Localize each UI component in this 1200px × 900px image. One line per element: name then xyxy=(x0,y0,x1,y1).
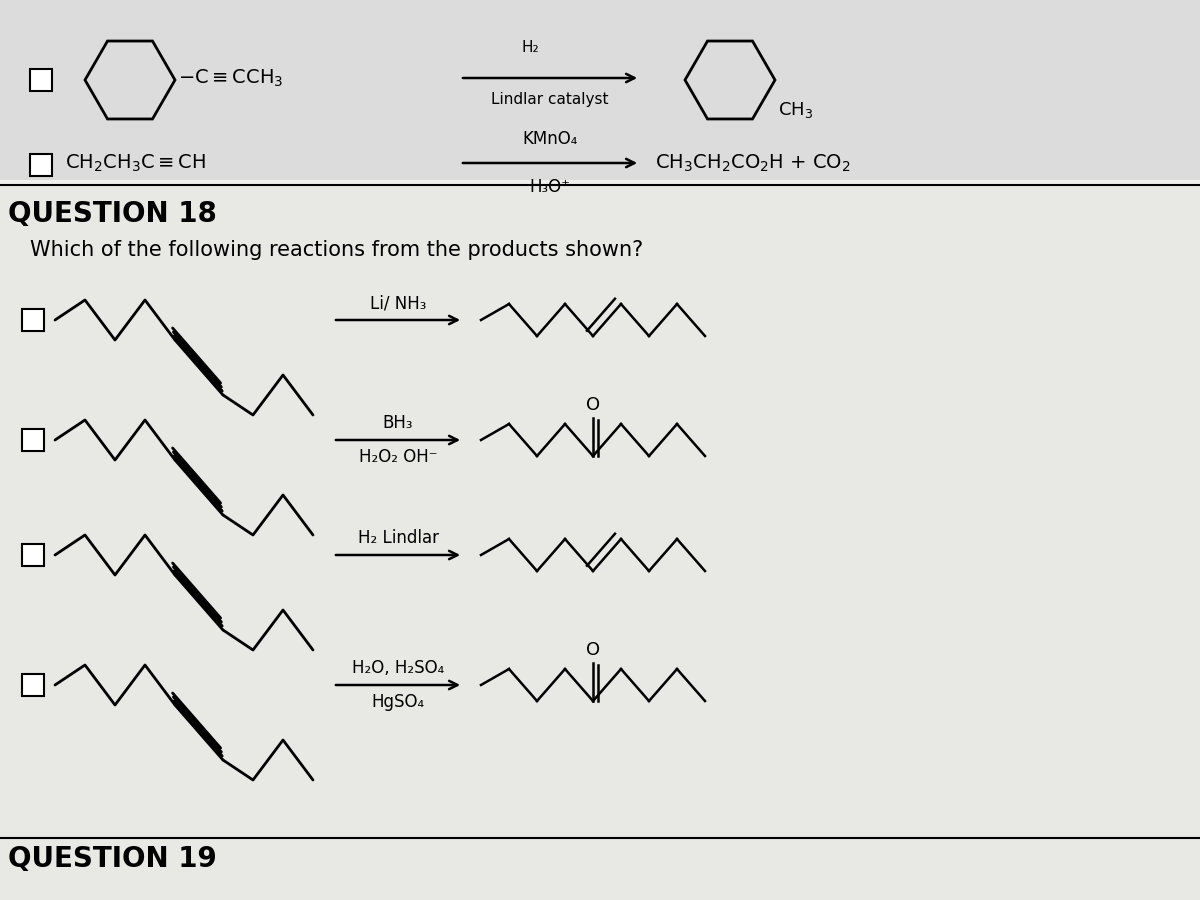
Bar xyxy=(22,674,44,696)
Bar xyxy=(0,185,1200,900)
Text: CH$_2$CH$_3$C$\equiv$CH: CH$_2$CH$_3$C$\equiv$CH xyxy=(65,152,206,174)
Text: H₂: H₂ xyxy=(521,40,539,55)
Text: QUESTION 18: QUESTION 18 xyxy=(8,200,217,228)
Bar xyxy=(22,544,44,566)
Text: O: O xyxy=(586,641,600,659)
Text: CH$_3$: CH$_3$ xyxy=(778,100,814,120)
Text: H₂ Lindlar: H₂ Lindlar xyxy=(358,529,438,547)
Text: Which of the following reactions from the products shown?: Which of the following reactions from th… xyxy=(30,240,643,260)
Bar xyxy=(0,0,1200,180)
Text: H₃O⁺: H₃O⁺ xyxy=(529,178,570,196)
Text: CH$_3$CH$_2$CO$_2$H + CO$_2$: CH$_3$CH$_2$CO$_2$H + CO$_2$ xyxy=(655,152,851,174)
Text: H₂O, H₂SO₄: H₂O, H₂SO₄ xyxy=(352,659,444,677)
Text: QUESTION 19: QUESTION 19 xyxy=(8,845,217,873)
Text: BH₃: BH₃ xyxy=(383,414,413,432)
Text: O: O xyxy=(586,396,600,414)
Bar xyxy=(22,309,44,331)
Text: HgSO₄: HgSO₄ xyxy=(372,693,425,711)
Text: Li/ NH₃: Li/ NH₃ xyxy=(370,294,426,312)
Bar xyxy=(30,69,52,91)
Text: H₂O₂ OH⁻: H₂O₂ OH⁻ xyxy=(359,448,437,466)
Text: KMnO₄: KMnO₄ xyxy=(522,130,577,148)
Bar xyxy=(22,429,44,451)
Text: $-$C$\equiv$CCH$_3$: $-$C$\equiv$CCH$_3$ xyxy=(178,68,283,88)
Text: Lindlar catalyst: Lindlar catalyst xyxy=(491,92,608,107)
Bar xyxy=(30,154,52,176)
